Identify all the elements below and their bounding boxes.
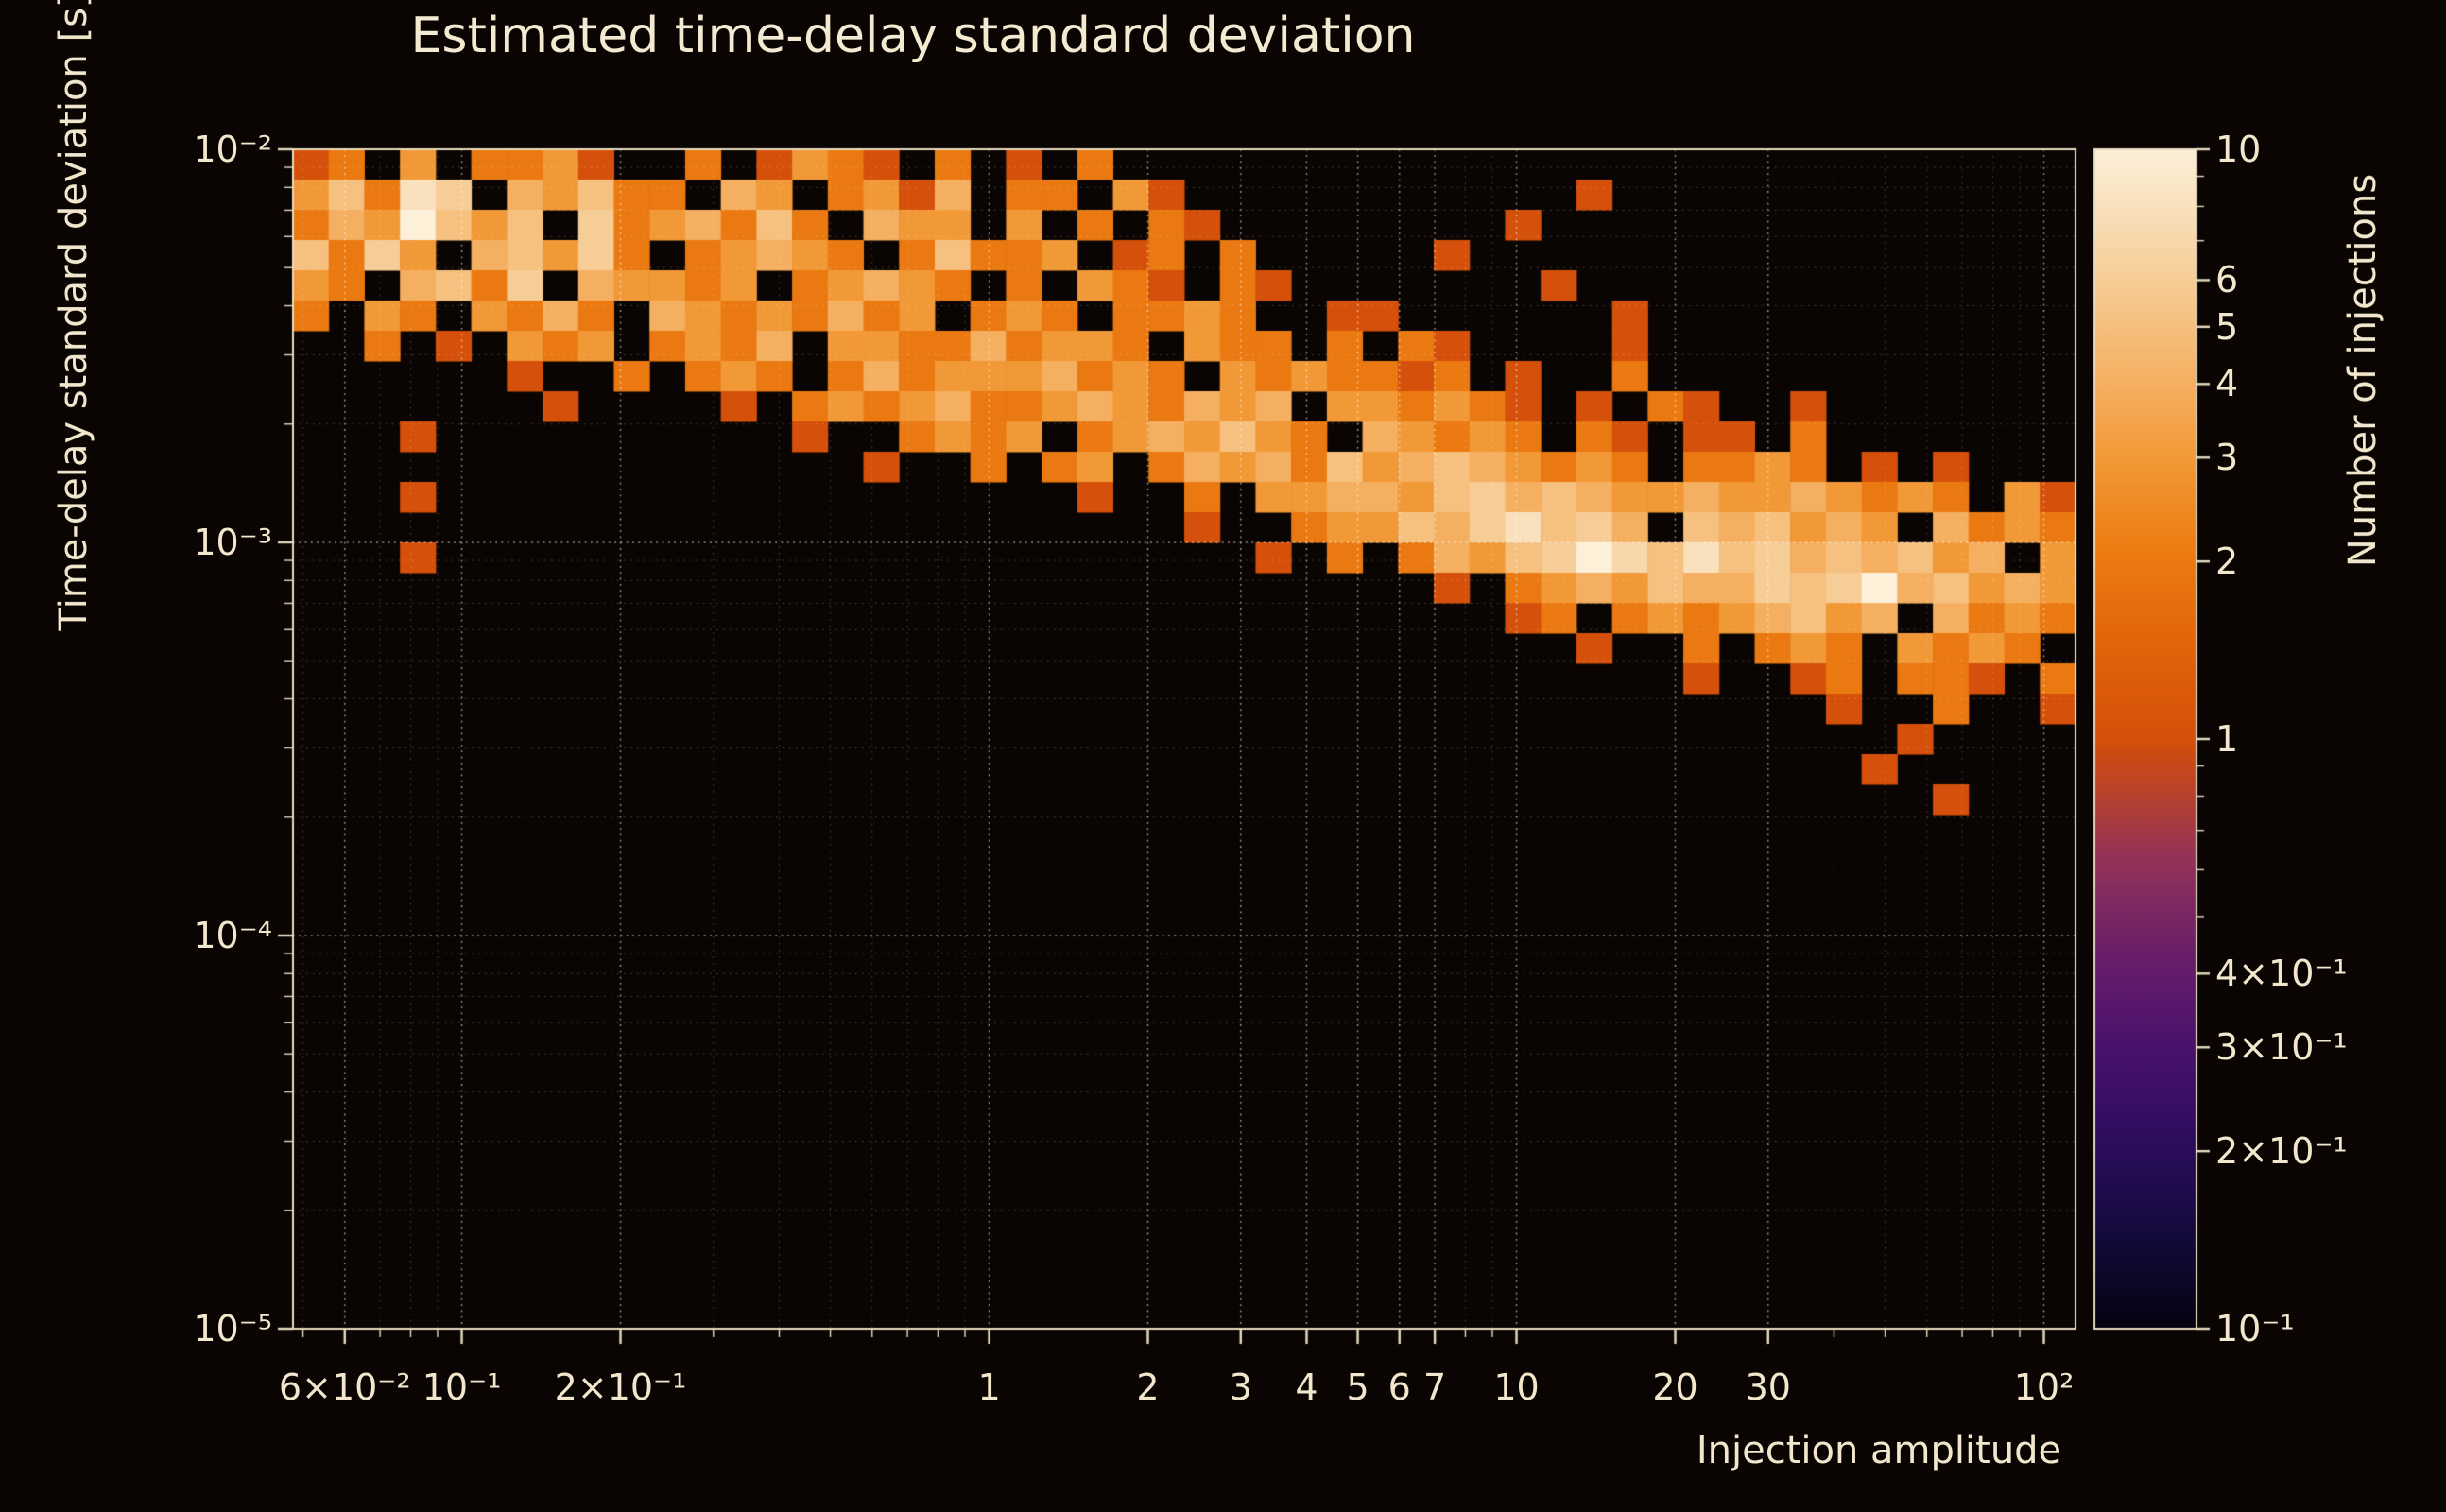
x-tick-label: 5	[1346, 1366, 1369, 1408]
colorbar-tick-label: 2	[2215, 541, 2239, 583]
x-tick-label: 20	[1652, 1366, 1698, 1408]
x-tick-label: 3	[1229, 1366, 1252, 1408]
colorbar-tick-label: 3	[2215, 437, 2239, 479]
colorbar-tick-label: 10	[2215, 129, 2262, 170]
x-tick-label: 2×10⁻¹	[554, 1366, 687, 1408]
x-tick-label: 10²	[2013, 1366, 2075, 1408]
y-tick-label: 10⁻⁵	[193, 1308, 272, 1349]
colorbar-tick-label: 1	[2215, 718, 2239, 760]
colorbar-tick-label: 6	[2215, 259, 2239, 301]
x-tick-label: 10⁻¹	[422, 1366, 502, 1408]
colorbar-tick-label: 3×10⁻¹	[2215, 1026, 2348, 1069]
x-tick-label: 6	[1387, 1366, 1411, 1408]
colorbar-label: Number of injections	[2341, 173, 2385, 568]
y-tick-label: 10⁻⁴	[193, 915, 272, 956]
x-tick-label: 7	[1423, 1366, 1447, 1408]
colorbar-tick-label: 4×10⁻¹	[2215, 953, 2348, 995]
colorbar-tick-label: 2×10⁻¹	[2215, 1130, 2348, 1173]
x-tick-label: 6×10⁻²	[278, 1366, 411, 1408]
x-tick-label: 30	[1745, 1366, 1791, 1408]
y-tick-label: 10⁻²	[193, 129, 272, 170]
chart-title: Estimated time-delay standard deviation	[410, 8, 1416, 64]
y-tick-label: 10⁻³	[193, 522, 272, 563]
x-tick-label: 4	[1295, 1366, 1318, 1408]
x-tick-label: 10	[1493, 1366, 1540, 1408]
colorbar-tick-label: 10⁻¹	[2215, 1308, 2295, 1349]
colorbar-tick-label: 5	[2215, 305, 2239, 348]
x-axis-label: Injection amplitude	[1696, 1429, 2062, 1472]
x-tick-label: 1	[977, 1366, 1001, 1408]
x-tick-label: 2	[1136, 1366, 1160, 1408]
colorbar-tick-label: 4	[2215, 363, 2239, 405]
